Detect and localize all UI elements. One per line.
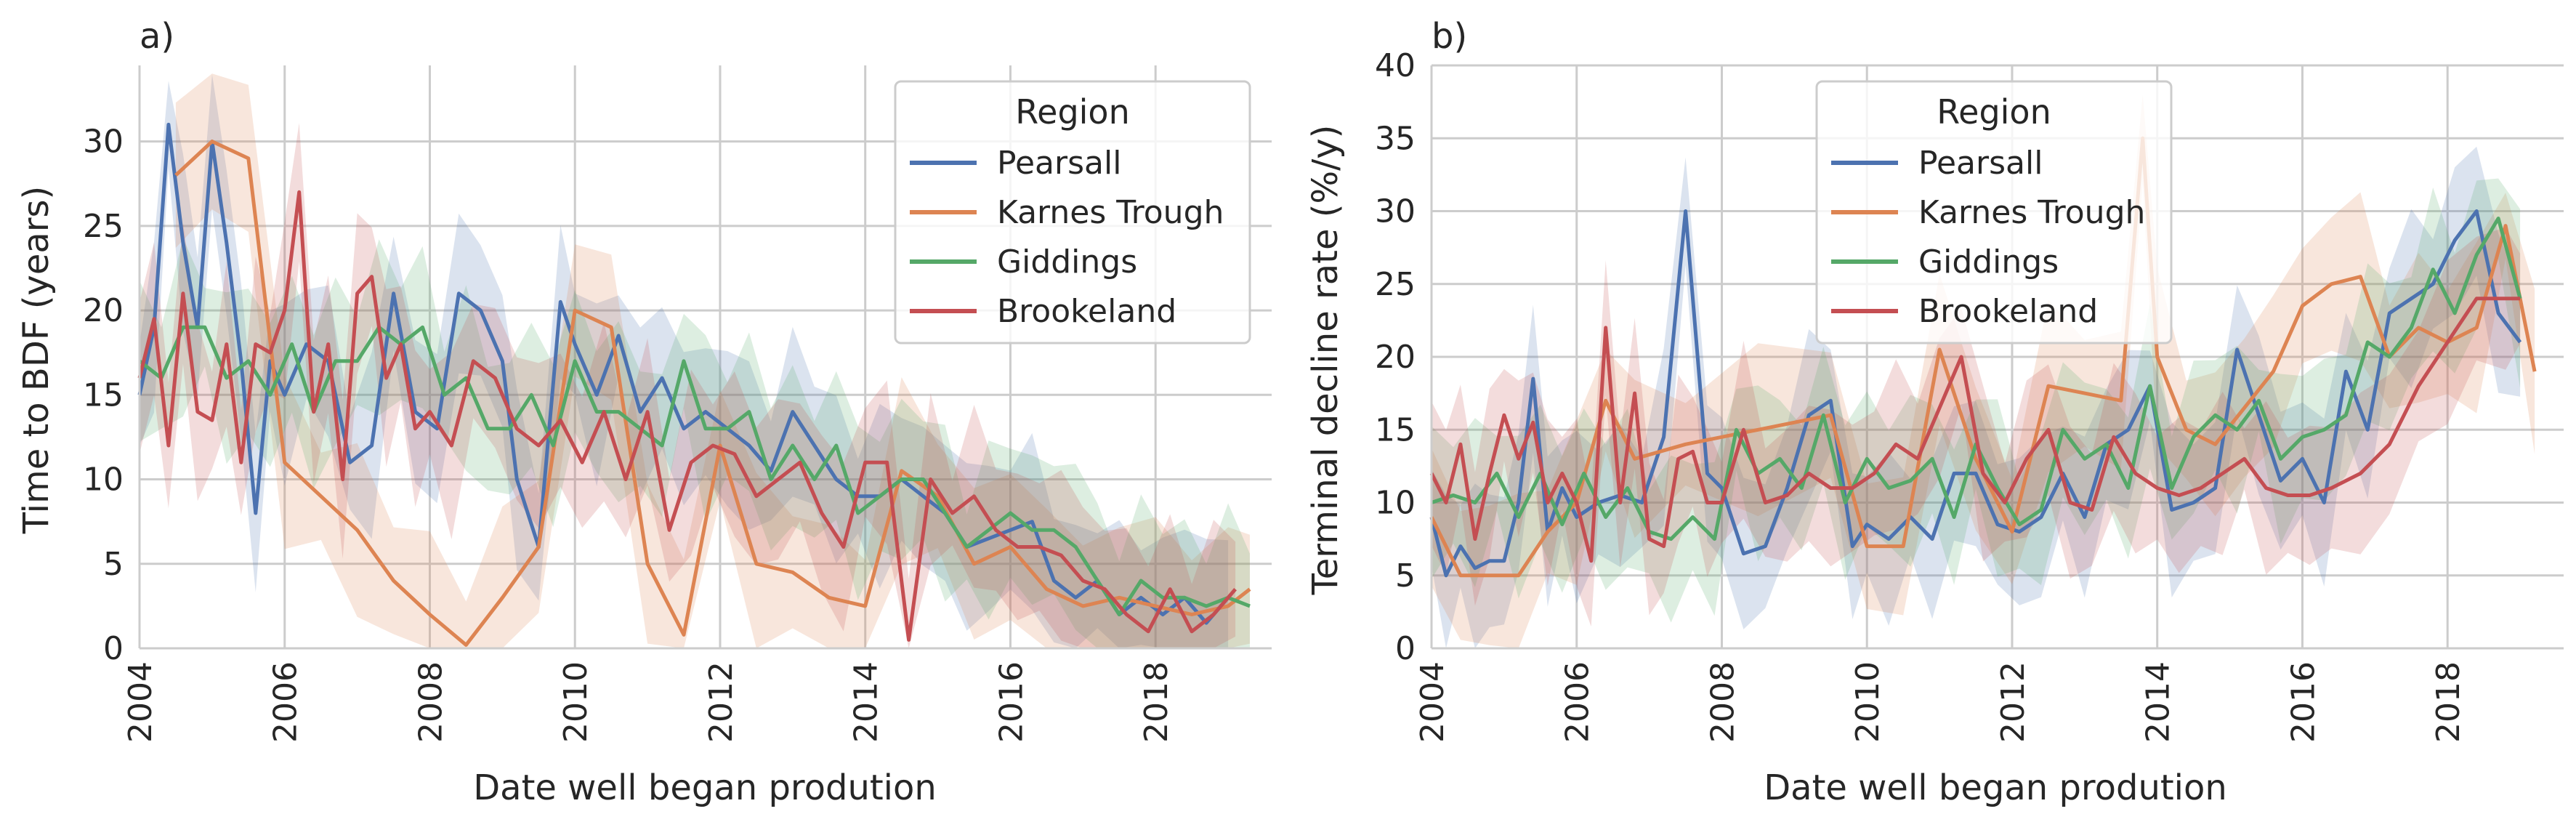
y-tick-label-b: 25 [1375, 266, 1416, 303]
y-axis-label-b: Terminal decline rate (%/y) [1305, 125, 1346, 596]
ticks-b: 2004 2006 2008 2010 2012 2014 2016 2018 0 5 10 15 20… [1375, 47, 2467, 743]
y-tick-label-b: 10 [1375, 485, 1416, 522]
series-line-karnes-trough-a [174, 140, 1251, 647]
panel-tag-a: a) [140, 16, 174, 57]
ci-band-giddings-b [1432, 178, 2521, 623]
x-tick-label-b: 2012 [1995, 661, 2032, 743]
y-tick-label-b: 15 [1375, 411, 1416, 448]
y-tick-label-b: 30 [1375, 193, 1416, 230]
spines-b [1430, 65, 2564, 650]
legend-label-b: Pearsall [1918, 145, 2043, 182]
x-tick-label-a: 2014 [848, 661, 885, 743]
legend-entries-a: Pearsall Karnes Trough Giddings Brookeland [910, 145, 1224, 330]
y-tick-label-a: 30 [83, 124, 124, 161]
series-line-karnes-trough-b [1429, 136, 2537, 578]
legend-box-a [894, 80, 1251, 345]
legend-box-b [1815, 80, 2173, 345]
y-tick-label-a: 0 [103, 630, 124, 667]
spines-a [138, 65, 1272, 650]
x-tick-label-a: 2018 [1138, 661, 1175, 743]
panel-b: 2004 2006 2008 2010 2012 2014 2016 2018 0 5 10 15 20… [1305, 16, 2564, 808]
x-tick-label-a: 2016 [993, 661, 1030, 743]
x-tick-label-a: 2012 [703, 661, 740, 743]
legend-label-b: Giddings [1918, 243, 2059, 281]
series-line-giddings-a [138, 325, 1251, 616]
legend-label-a: Giddings [997, 243, 1137, 281]
x-axis-label-a: Date well began prodution [473, 767, 937, 808]
x-tick-label-b: 2008 [1704, 661, 1741, 743]
legend-label-b: Karnes Trough [1918, 194, 2145, 231]
x-tick-label-a: 2006 [267, 661, 304, 743]
x-tick-label-b: 2004 [1414, 661, 1451, 743]
x-tick-label-b: 2014 [2140, 661, 2177, 743]
y-tick-label-b: 20 [1375, 339, 1416, 376]
x-tick-label-b: 2018 [2430, 661, 2467, 743]
legend-title-a: Region [1015, 92, 1129, 132]
y-tick-label-b: 40 [1375, 47, 1416, 84]
legend-entries-b: Pearsall Karnes Trough Giddings Brookeland [1831, 145, 2145, 330]
legend-b: Region Pearsall Karnes Trough Giddings Broo… [1815, 80, 2173, 345]
y-tick-label-b: 0 [1395, 630, 1416, 667]
y-tick-label-a: 20 [83, 292, 124, 329]
legend-label-a: Brookeland [997, 293, 1176, 330]
legend-label-a: Karnes Trough [997, 194, 1224, 231]
x-tick-label-b: 2006 [1559, 661, 1596, 743]
panel-tag-b: b) [1432, 16, 1467, 57]
x-tick-label-a: 2004 [122, 661, 159, 743]
x-axis-label-b: Date well began prodution [1764, 767, 2227, 808]
y-tick-label-a: 15 [83, 376, 124, 414]
x-tick-label-b: 2010 [1849, 661, 1886, 743]
x-tick-label-a: 2008 [412, 661, 449, 743]
y-tick-label-b: 5 [1395, 557, 1416, 595]
x-tick-label-b: 2016 [2285, 661, 2322, 743]
panel-a: 2004 2006 2008 2010 2012 2014 2016 2018 0 5 10 15 20… [16, 16, 1272, 808]
y-tick-label-b: 35 [1375, 120, 1416, 157]
series-line-pearsall-a [137, 122, 1230, 625]
ci-band-brookeland-a [140, 123, 1236, 648]
legend-label-b: Brookeland [1918, 293, 2098, 330]
series-lines-a [137, 122, 1251, 647]
series-line-brookeland-a [137, 190, 1237, 642]
ticks-a: 2004 2006 2008 2010 2012 2014 2016 2018 0 5 10 15 20… [83, 124, 1175, 743]
series-lines-b [1429, 136, 2537, 578]
series-line-pearsall-b [1429, 209, 2522, 578]
y-tick-label-a: 25 [83, 208, 124, 245]
ci-band-karnes-trough-b [1432, 94, 2535, 648]
legend-a: Region Pearsall Karnes Trough Giddings Broo… [894, 80, 1251, 345]
legend-title-b: Region [1937, 92, 2051, 132]
legend-label-a: Pearsall [997, 145, 1121, 182]
y-tick-label-a: 5 [103, 546, 124, 583]
y-tick-label-a: 10 [83, 462, 124, 499]
series-line-brookeland-b [1429, 297, 2521, 563]
y-axis-label-a: Time to BDF (years) [16, 186, 57, 534]
x-tick-label-a: 2010 [557, 661, 594, 743]
